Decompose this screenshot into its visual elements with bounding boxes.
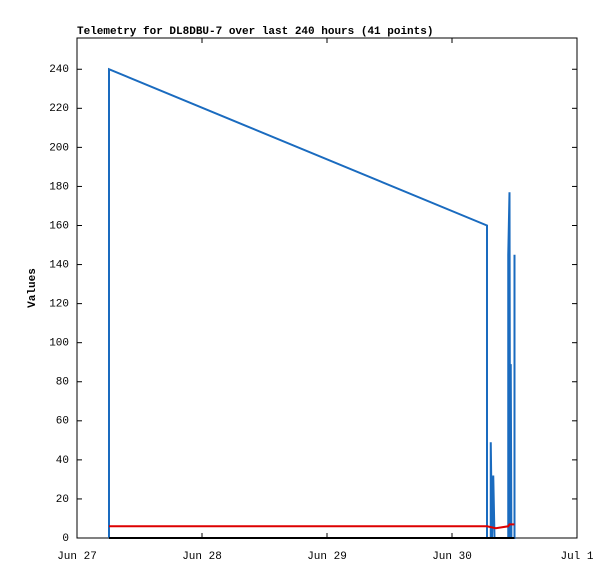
x-tick-label: Jul 1 — [560, 551, 593, 563]
y-tick-label: 80 — [56, 377, 69, 389]
y-tick-label: 60 — [56, 416, 69, 428]
series-line — [108, 67, 516, 539]
x-tick-label: Jun 30 — [432, 551, 472, 563]
y-tick-label: 140 — [49, 259, 69, 271]
y-tick-label: 220 — [49, 103, 69, 115]
plot-frame — [76, 37, 578, 539]
y-tick-label: 100 — [49, 338, 69, 350]
series-line — [109, 523, 515, 530]
y-tick-label: 20 — [56, 494, 69, 506]
y-tick-label: 240 — [49, 64, 69, 76]
y-tick-label: 180 — [49, 181, 69, 193]
x-tick-label: Jun 27 — [57, 551, 97, 563]
y-tick-label: 120 — [49, 299, 69, 311]
x-tick-label: Jun 29 — [307, 551, 347, 563]
y-tick-label: 40 — [56, 455, 69, 467]
y-axis-label: Values — [27, 268, 39, 308]
chart-title: Telemetry for DL8DBU-7 over last 240 hou… — [77, 26, 433, 38]
y-tick-label: 200 — [49, 142, 69, 154]
y-tick-label: 160 — [49, 220, 69, 232]
y-tick-label: 0 — [62, 533, 69, 545]
x-tick-label: Jun 28 — [182, 551, 222, 563]
